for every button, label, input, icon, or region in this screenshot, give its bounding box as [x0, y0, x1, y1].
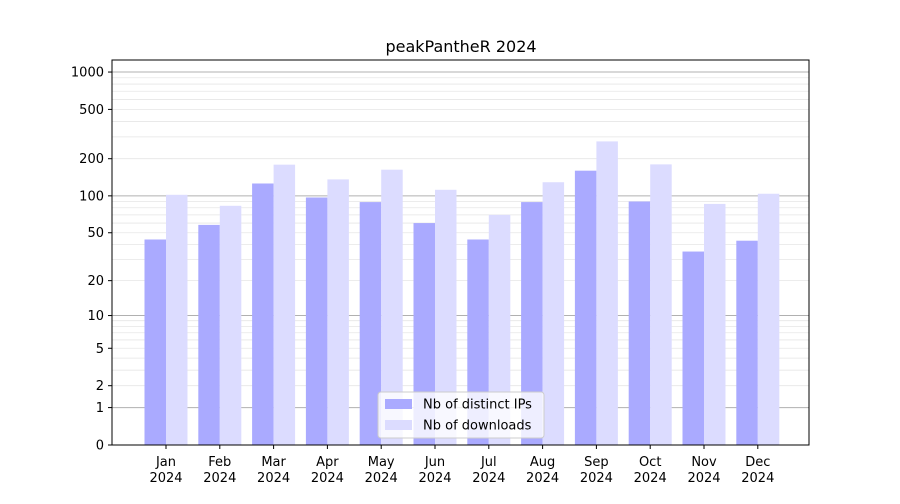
x-tick-label-year: 2024 — [634, 471, 667, 486]
y-tick-label: 200 — [79, 152, 104, 167]
bar-downloads-jul — [488, 214, 511, 445]
x-tick-label-month: Aug — [530, 455, 555, 470]
y-tick-label: 1000 — [71, 66, 104, 81]
x-tick-label-month: Dec — [745, 455, 770, 470]
x-tick-label-month: Mar — [261, 455, 286, 470]
chart-title: peakPantheR 2024 — [385, 37, 536, 56]
bar-downloads-nov — [704, 203, 726, 445]
y-tick-label: 50 — [87, 226, 104, 241]
bar-distinct-ips-sep — [574, 170, 597, 445]
x-tick-label-year: 2024 — [418, 471, 451, 486]
x-tick-label-year: 2024 — [741, 471, 774, 486]
y-tick-label: 10 — [87, 309, 104, 324]
x-tick-label-year: 2024 — [257, 471, 290, 486]
y-tick-label: 2 — [96, 379, 104, 394]
legend-label: Nb of downloads — [423, 419, 532, 434]
bar-distinct-ips-apr — [305, 197, 328, 445]
bar-downloads-sep — [596, 141, 618, 446]
x-tick-label-month: Apr — [316, 455, 339, 470]
x-tick-label-year: 2024 — [472, 471, 505, 486]
bar-downloads-oct — [650, 164, 672, 446]
legend-swatch — [385, 420, 412, 430]
y-tick-label: 5 — [96, 342, 104, 357]
bar-distinct-ips-mar — [252, 183, 274, 445]
x-tick-label-year: 2024 — [203, 471, 236, 486]
plot-frame — [111, 59, 810, 446]
bar-distinct-ips-aug — [521, 202, 543, 445]
x-tick-label-year: 2024 — [580, 471, 613, 486]
bar-downloads-mar — [273, 164, 296, 446]
y-tick-label: 1 — [96, 401, 104, 416]
legend: Nb of distinct IPs Nb of downloads — [377, 391, 545, 439]
bars — [144, 141, 780, 446]
x-tick-label-month: Feb — [208, 455, 231, 470]
bar-distinct-ips-feb — [198, 224, 220, 445]
y-tick-label: 0 — [96, 439, 104, 454]
x-tick-label-month: Sep — [584, 455, 609, 470]
legend-swatch — [385, 399, 412, 409]
bar-downloads-feb — [219, 205, 242, 445]
x-tick-label-year: 2024 — [365, 471, 398, 486]
x-tick-label-month: Jun — [424, 455, 445, 470]
x-tick-label-year: 2024 — [687, 471, 720, 486]
bar-distinct-ips-nov — [682, 251, 704, 445]
x-tick-label-year: 2024 — [311, 471, 344, 486]
bar-downloads-jun — [435, 189, 457, 445]
legend-label: Nb of distinct IPs — [423, 398, 532, 413]
x-tick-label-month: Jan — [155, 455, 176, 470]
x-axis: Jan2024Feb2024Mar2024Apr2024May2024Jun20… — [149, 445, 774, 486]
bar-distinct-ips-may — [359, 202, 382, 445]
bar-distinct-ips-jan — [144, 239, 166, 445]
bar-distinct-ips-oct — [628, 201, 651, 445]
bar-downloads-may — [381, 169, 403, 445]
y-tick-label: 100 — [79, 189, 104, 204]
bar-downloads-apr — [327, 179, 349, 445]
y-tick-label: 500 — [79, 103, 104, 118]
bar-distinct-ips-dec — [736, 240, 758, 445]
x-tick-label-month: May — [368, 455, 395, 470]
x-tick-label-month: Nov — [691, 455, 717, 470]
x-tick-label-year: 2024 — [526, 471, 559, 486]
x-tick-label-month: Jul — [480, 455, 497, 470]
bar-downloads-jan — [166, 194, 188, 445]
legend-box — [377, 391, 545, 439]
y-axis: 0 1 2 5 10 20 50 100 200 500 1000 — [71, 66, 112, 454]
x-tick-label-year: 2024 — [149, 471, 182, 486]
bar-downloads-aug — [542, 182, 565, 445]
bar-downloads-dec — [757, 193, 780, 445]
bar-distinct-ips-jun — [413, 223, 435, 445]
x-tick-label-month: Oct — [639, 455, 661, 470]
y-tick-label: 20 — [87, 274, 104, 289]
